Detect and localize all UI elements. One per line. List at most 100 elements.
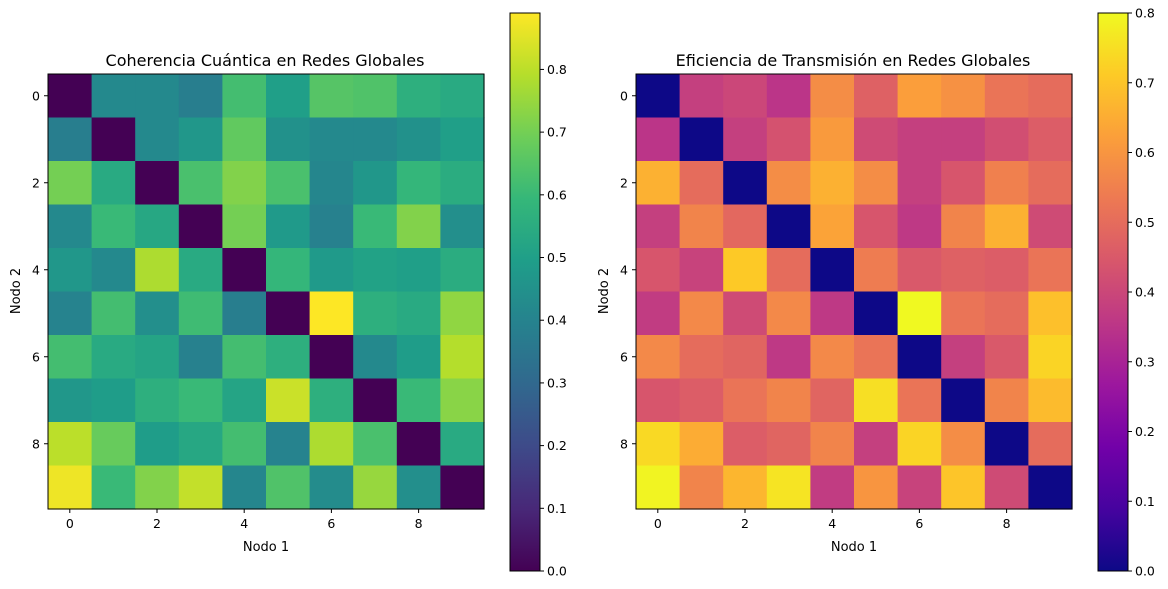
heatmap-cell bbox=[723, 335, 768, 380]
x-axis-ticks: 0 2 4 6 8 bbox=[654, 509, 1011, 531]
heatmap-cell bbox=[353, 291, 398, 336]
heatmap-cell bbox=[440, 465, 485, 510]
heatmap-cell bbox=[1028, 248, 1073, 293]
x-tick-label: 2 bbox=[741, 516, 749, 531]
y-axis-ticks: 0 2 4 6 8 bbox=[620, 88, 636, 451]
heatmap-cell bbox=[941, 422, 986, 467]
heatmap-cell bbox=[396, 204, 441, 249]
heatmap-cell bbox=[897, 204, 942, 249]
heatmap-cell bbox=[309, 117, 354, 162]
heatmap-cell bbox=[897, 422, 942, 467]
heatmap-cell bbox=[222, 74, 267, 119]
heatmap-cell bbox=[854, 248, 899, 293]
heatmap-cell bbox=[178, 422, 223, 467]
heatmap-cell bbox=[723, 378, 768, 423]
heatmap-cell bbox=[396, 117, 441, 162]
coherence-chart: Coherencia Cuántica en Redes Globales 0 2… bbox=[9, 12, 567, 579]
heatmap-cell bbox=[353, 248, 398, 293]
heatmap-cell bbox=[440, 204, 485, 249]
heatmap-cell bbox=[91, 74, 136, 119]
heatmap-cell bbox=[679, 161, 724, 206]
heatmap-cell bbox=[266, 117, 311, 162]
heatmap-cell bbox=[984, 74, 1029, 119]
y-tick-label: 0 bbox=[620, 88, 628, 103]
heatmap-cell bbox=[353, 161, 398, 206]
heatmap-cell bbox=[679, 248, 724, 293]
heatmap-cell bbox=[91, 335, 136, 380]
heatmap-cell bbox=[984, 117, 1029, 162]
heatmap-cell bbox=[854, 378, 899, 423]
heatmap-cell bbox=[723, 422, 768, 467]
heatmap-cell bbox=[440, 291, 485, 336]
heatmap-cell bbox=[309, 422, 354, 467]
heatmap-cell bbox=[266, 248, 311, 293]
heatmap-cell bbox=[353, 335, 398, 380]
heatmap-cell bbox=[636, 378, 681, 423]
heatmap-cell bbox=[48, 291, 93, 336]
heatmap-cell bbox=[91, 465, 136, 510]
colorbar-tick-label: 0.7 bbox=[547, 125, 567, 140]
heatmap-cell bbox=[723, 117, 768, 162]
colorbar-tick-label: 0.1 bbox=[1135, 494, 1155, 509]
heatmap-cell bbox=[309, 291, 354, 336]
y-tick-label: 8 bbox=[620, 436, 628, 451]
y-tick-label: 4 bbox=[32, 262, 40, 277]
heatmap-cell bbox=[266, 161, 311, 206]
colorbar-tick-label: 0.1 bbox=[547, 501, 567, 516]
heatmap-cell bbox=[135, 291, 180, 336]
heatmap-cell bbox=[135, 117, 180, 162]
heatmap-cell bbox=[266, 378, 311, 423]
x-axis-ticks: 0 2 4 6 8 bbox=[66, 509, 423, 531]
heatmap-cell bbox=[91, 161, 136, 206]
heatmap-cell bbox=[178, 465, 223, 510]
heatmap-cell bbox=[440, 335, 485, 380]
heatmap-cell bbox=[440, 248, 485, 293]
colorbar-tick-label: 0.5 bbox=[547, 250, 567, 265]
heatmap-cell bbox=[396, 291, 441, 336]
heatmap-cell bbox=[222, 204, 267, 249]
heatmap-cells bbox=[636, 74, 1073, 510]
heatmap-cell bbox=[810, 74, 855, 119]
heatmap-cell bbox=[636, 335, 681, 380]
colorbar-tick-label: 0.8 bbox=[1135, 6, 1155, 21]
heatmap-cell bbox=[353, 465, 398, 510]
heatmap-cell bbox=[810, 117, 855, 162]
colorbar-tick-label: 0.4 bbox=[1135, 285, 1155, 300]
heatmap-cell bbox=[91, 378, 136, 423]
heatmap-cell bbox=[178, 248, 223, 293]
colorbar-tick-label: 0.2 bbox=[1135, 424, 1155, 439]
x-axis-label: Nodo 1 bbox=[831, 540, 877, 555]
heatmap-cell bbox=[766, 74, 811, 119]
x-tick-label: 0 bbox=[654, 516, 662, 531]
heatmap-cell bbox=[178, 204, 223, 249]
heatmap-cell bbox=[353, 378, 398, 423]
colorbar-frame bbox=[509, 12, 541, 572]
heatmap-cell bbox=[135, 335, 180, 380]
heatmap-cell bbox=[984, 248, 1029, 293]
y-tick-label: 6 bbox=[620, 349, 628, 364]
heatmap-cell bbox=[984, 335, 1029, 380]
heatmap-cell bbox=[897, 117, 942, 162]
colorbar-tick-label: 0.4 bbox=[547, 313, 567, 328]
heatmap-cell bbox=[723, 74, 768, 119]
heatmap-cell bbox=[1028, 204, 1073, 249]
heatmap-cell bbox=[897, 291, 942, 336]
heatmap-cell bbox=[178, 335, 223, 380]
heatmap-cell bbox=[941, 117, 986, 162]
heatmap-cell bbox=[353, 74, 398, 119]
chart-title: Coherencia Cuántica en Redes Globales bbox=[106, 51, 425, 70]
heatmap-cell bbox=[309, 248, 354, 293]
colorbar-tick-label: 0.0 bbox=[1135, 564, 1155, 579]
heatmap-cell bbox=[178, 378, 223, 423]
heatmap-cell bbox=[396, 465, 441, 510]
x-tick-label: 6 bbox=[915, 516, 923, 531]
heatmap-cell bbox=[854, 117, 899, 162]
heatmap-cell bbox=[941, 74, 986, 119]
colorbar-tick-label: 0.3 bbox=[547, 375, 567, 390]
x-tick-label: 8 bbox=[415, 516, 423, 531]
colorbar bbox=[510, 13, 540, 571]
heatmap-cell bbox=[636, 291, 681, 336]
heatmap-cell bbox=[897, 335, 942, 380]
heatmap-cell bbox=[636, 204, 681, 249]
heatmap-cell bbox=[135, 74, 180, 119]
